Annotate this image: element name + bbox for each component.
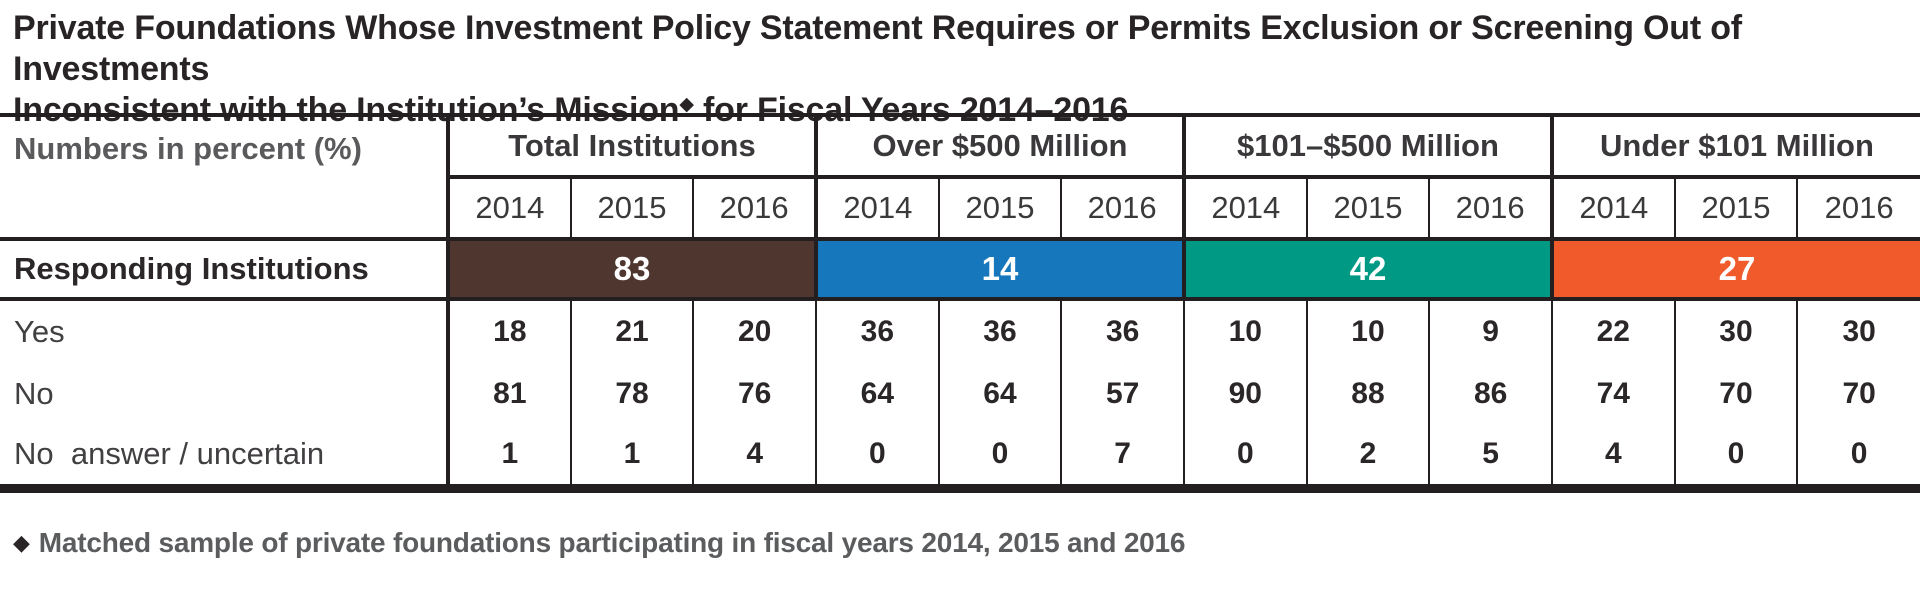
cell-yes-over500-2014: 36 (815, 299, 939, 362)
cell-yes-under101-2016: 30 (1796, 299, 1920, 362)
cell-no-101to500-2015: 88 (1305, 362, 1430, 425)
diamond-icon: ◆ (13, 530, 30, 555)
cell-no-over500-2015: 64 (937, 362, 1062, 425)
cell-yes-over500-2015: 36 (937, 299, 1062, 362)
respondents-bar-total: 83 (446, 237, 816, 301)
table-row-yes: Yes 18 21 20 36 36 36 10 10 9 22 30 30 (0, 299, 1920, 362)
year-header-total-2015: 2015 (569, 177, 694, 239)
year-header-over500-2016: 2016 (1060, 177, 1184, 239)
cell-na-101to500-2015: 2 (1305, 425, 1430, 493)
col-group-total-institutions: Total Institutions (446, 113, 816, 179)
year-header-under101-2014: 2014 (1549, 177, 1675, 239)
title-line-1: Private Foundations Whose Investment Pol… (13, 9, 1742, 88)
diamond-footnote-marker-icon: ◆ (679, 94, 694, 115)
cell-yes-under101-2015: 30 (1673, 299, 1798, 362)
row-label-no-answer-uncertain: No answer / uncertain (0, 425, 451, 493)
cell-na-total-2014: 1 (447, 425, 571, 493)
row-label-responding-institutions: Responding Institutions (0, 237, 451, 301)
table-row-no-answer-uncertain: No answer / uncertain 1 1 4 0 0 7 0 2 5 … (0, 425, 1920, 493)
cell-na-under101-2015: 0 (1673, 425, 1798, 493)
year-header-over500-2014: 2014 (814, 177, 939, 239)
cell-no-under101-2014: 74 (1550, 362, 1675, 425)
year-header-over500-2015: 2015 (937, 177, 1062, 239)
cell-yes-total-2015: 21 (569, 299, 694, 362)
year-header-101to500-2014: 2014 (1181, 177, 1307, 239)
year-header-total-2014: 2014 (446, 177, 571, 239)
cell-no-101to500-2016: 86 (1428, 362, 1552, 425)
cell-na-over500-2015: 0 (937, 425, 1062, 493)
header-group-row: Numbers in percent (%) Total Institution… (0, 113, 1920, 239)
cell-na-over500-2014: 0 (815, 425, 939, 493)
cell-yes-over500-2016: 36 (1060, 299, 1184, 362)
cell-na-total-2016: 4 (692, 425, 816, 493)
row-label-no: No (0, 362, 451, 425)
year-header-under101-2015: 2015 (1673, 177, 1798, 239)
cell-yes-under101-2014: 22 (1550, 299, 1675, 362)
header-years-row: 2014 2015 2016 2014 2015 2016 2014 2015 … (0, 177, 1920, 239)
cell-na-101to500-2014: 0 (1182, 425, 1307, 493)
cell-no-over500-2014: 64 (815, 362, 939, 425)
year-header-under101-2016: 2016 (1796, 177, 1920, 239)
cell-na-under101-2016: 0 (1796, 425, 1920, 493)
cell-no-under101-2015: 70 (1673, 362, 1798, 425)
cell-no-total-2015: 78 (569, 362, 694, 425)
cell-na-101to500-2016: 5 (1428, 425, 1552, 493)
col-group-under-101-million: Under $101 Million (1549, 113, 1920, 179)
corner-units-label: Numbers in percent (%) (0, 113, 451, 239)
respondents-bar-over500: 14 (814, 237, 1184, 301)
cell-no-total-2016: 76 (692, 362, 816, 425)
cell-na-over500-2016: 7 (1060, 425, 1184, 493)
year-header-101to500-2015: 2015 (1305, 177, 1430, 239)
col-group-101-500-million: $101–$500 Million (1181, 113, 1552, 179)
responding-institutions-row: Responding Institutions 83 14 42 27 (0, 237, 1920, 301)
cell-yes-101to500-2014: 10 (1182, 299, 1307, 362)
year-header-total-2016: 2016 (692, 177, 816, 239)
footnote: ◆ Matched sample of private foundations p… (13, 527, 1186, 559)
cell-no-over500-2016: 57 (1060, 362, 1184, 425)
respondents-bar-under101: 27 (1549, 237, 1920, 301)
footnote-text: Matched sample of private foundations pa… (38, 527, 1186, 558)
cell-na-under101-2014: 4 (1550, 425, 1675, 493)
row-label-yes: Yes (0, 299, 451, 362)
cell-na-total-2015: 1 (569, 425, 694, 493)
cell-yes-total-2014: 18 (447, 299, 571, 362)
table-row-no: No 81 78 76 64 64 57 90 88 86 74 70 70 (0, 362, 1920, 425)
cell-yes-101to500-2015: 10 (1305, 299, 1430, 362)
cell-yes-101to500-2016: 9 (1428, 299, 1552, 362)
year-header-101to500-2016: 2016 (1428, 177, 1552, 239)
cell-no-101to500-2014: 90 (1182, 362, 1307, 425)
data-table: Numbers in percent (%) Total Institution… (0, 113, 1920, 493)
respondents-bar-101to500: 42 (1181, 237, 1552, 301)
cell-yes-total-2016: 20 (692, 299, 816, 362)
col-group-over-500-million: Over $500 Million (814, 113, 1184, 179)
cell-no-under101-2016: 70 (1796, 362, 1920, 425)
cell-no-total-2014: 81 (447, 362, 571, 425)
